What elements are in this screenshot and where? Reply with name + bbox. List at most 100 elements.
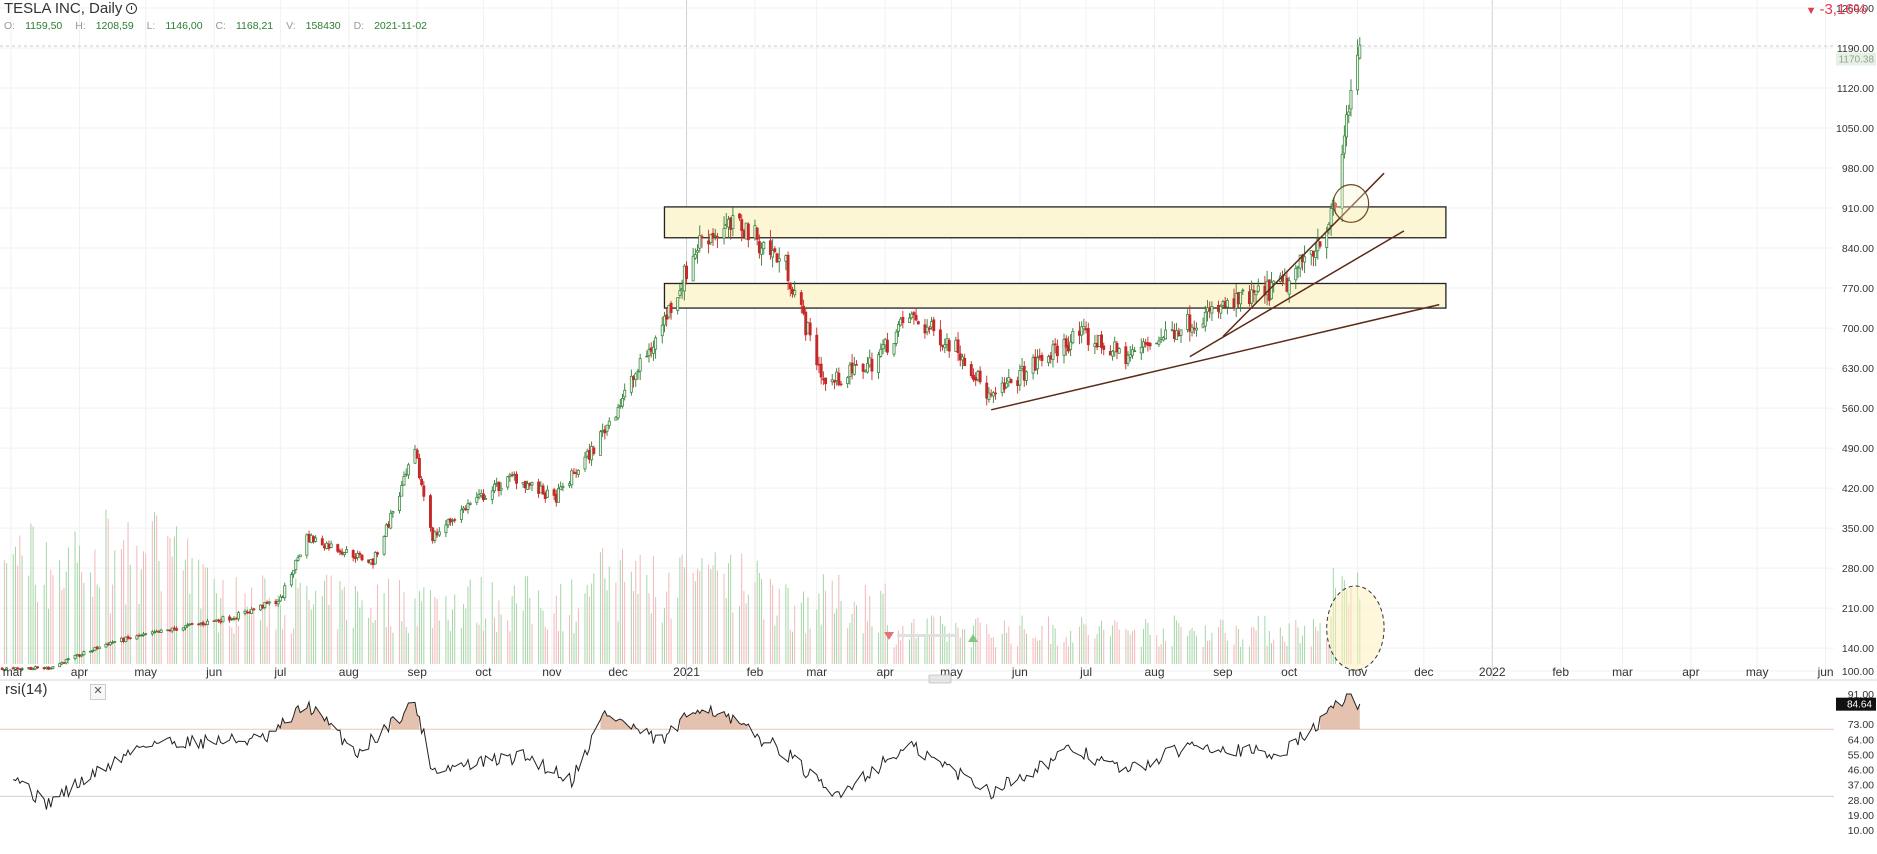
candle-up bbox=[506, 476, 510, 488]
candle-up bbox=[1340, 154, 1344, 209]
ohlc-open-value: 1159,50 bbox=[25, 20, 63, 32]
candle-down bbox=[592, 447, 596, 454]
candle-down bbox=[855, 364, 858, 366]
candle-up bbox=[1130, 349, 1134, 356]
candle-up bbox=[731, 215, 735, 229]
candle-up bbox=[305, 534, 309, 556]
candle-up bbox=[73, 655, 77, 660]
marker-divider bbox=[897, 634, 957, 637]
candle-up bbox=[406, 464, 410, 476]
candle-down bbox=[376, 552, 379, 555]
candle-up bbox=[1190, 326, 1194, 333]
time-axis-label: sep bbox=[1213, 665, 1233, 679]
candle-up bbox=[356, 553, 360, 559]
candle-up bbox=[1272, 280, 1276, 284]
ohlc-low-value: 1146,00 bbox=[165, 20, 203, 32]
candle-up bbox=[1225, 300, 1229, 308]
close-icon[interactable]: ✕ bbox=[90, 684, 106, 700]
candle-up bbox=[278, 596, 282, 602]
ohlc-high-key: H: bbox=[75, 20, 86, 32]
time-axis-label: dec bbox=[608, 665, 627, 679]
candle-up bbox=[546, 489, 549, 498]
candle-up bbox=[97, 646, 101, 650]
rsi-indicator-label[interactable]: rsi(14) bbox=[5, 681, 48, 698]
candle-down bbox=[808, 322, 812, 336]
candle-down bbox=[669, 302, 673, 313]
candle-up bbox=[292, 570, 296, 575]
candle-up bbox=[1117, 348, 1121, 354]
time-axis-label: feb bbox=[747, 665, 764, 679]
candle-down bbox=[128, 637, 132, 639]
candle-up bbox=[221, 616, 225, 623]
candle-up bbox=[621, 397, 624, 407]
candle-up bbox=[283, 585, 287, 599]
candle-up bbox=[1256, 285, 1260, 292]
time-axis-label: aug bbox=[339, 665, 359, 679]
candle-down bbox=[885, 339, 889, 353]
candle-down bbox=[552, 489, 556, 496]
candle-down bbox=[541, 485, 545, 495]
time-axis-label: may bbox=[134, 665, 157, 679]
candle-up bbox=[614, 416, 618, 421]
candle-down bbox=[338, 550, 342, 553]
candle-up bbox=[1349, 89, 1353, 110]
candle-down bbox=[36, 666, 39, 669]
candle-up bbox=[64, 659, 68, 664]
rsi-overbought-fill bbox=[679, 706, 749, 730]
candle-up bbox=[771, 250, 775, 258]
candle-down bbox=[956, 339, 960, 353]
candle-up bbox=[636, 370, 640, 373]
price-axis-label: 490.00 bbox=[1842, 443, 1874, 455]
time-axis-label: 2022 bbox=[1479, 665, 1506, 679]
candle-up bbox=[113, 641, 117, 643]
candle-down bbox=[799, 292, 803, 305]
candle-up bbox=[1170, 329, 1174, 331]
time-axis-label: jun bbox=[1817, 665, 1834, 679]
price-axis-label: 350.00 bbox=[1842, 523, 1874, 535]
candle-up bbox=[526, 483, 530, 490]
candle-down bbox=[1334, 203, 1337, 208]
candle-down bbox=[453, 519, 457, 521]
candle-up bbox=[616, 407, 620, 419]
candle-down bbox=[1188, 314, 1192, 332]
rsi-axis-label: 64.00 bbox=[1848, 734, 1874, 746]
price-axis-label: 1190.00 bbox=[1837, 43, 1874, 55]
candle-up bbox=[1126, 354, 1130, 364]
candle-up bbox=[693, 254, 697, 259]
candle-up bbox=[391, 511, 395, 514]
candle-up bbox=[49, 667, 53, 670]
candle-up bbox=[713, 235, 717, 237]
time-axis-label: apr bbox=[877, 665, 894, 679]
candle-down bbox=[1100, 334, 1103, 348]
candle-up bbox=[1005, 382, 1009, 388]
candle-down bbox=[1053, 343, 1057, 346]
candle-down bbox=[837, 372, 841, 386]
rsi-axis-label: 28.00 bbox=[1848, 795, 1874, 807]
candle-up bbox=[263, 601, 267, 608]
candle-down bbox=[978, 370, 982, 383]
candle-down bbox=[190, 623, 194, 625]
candle-down bbox=[1040, 354, 1044, 361]
candle-up bbox=[124, 636, 128, 643]
price-axis-label: 210.00 bbox=[1842, 603, 1874, 615]
candle-up bbox=[1314, 250, 1318, 258]
candle-down bbox=[126, 636, 130, 639]
candle-up bbox=[696, 250, 700, 253]
candle-up bbox=[1071, 330, 1075, 344]
candle-up bbox=[910, 313, 914, 319]
triangle-down-icon: ▼ bbox=[1805, 5, 1817, 17]
symbol-title[interactable]: TESLA INC, Daily bbox=[4, 0, 123, 17]
candle-down bbox=[963, 357, 967, 367]
candle-down bbox=[802, 305, 805, 314]
time-axis-label: 2021 bbox=[673, 665, 700, 679]
candle-up bbox=[561, 485, 565, 488]
candle-up bbox=[1111, 350, 1115, 357]
time-axis-label: nov bbox=[1348, 665, 1367, 679]
candle-up bbox=[570, 470, 574, 486]
time-axis-label: mar bbox=[3, 665, 24, 679]
scroll-handle[interactable] bbox=[928, 674, 952, 684]
candle-up bbox=[598, 431, 602, 456]
candle-up bbox=[20, 668, 24, 670]
